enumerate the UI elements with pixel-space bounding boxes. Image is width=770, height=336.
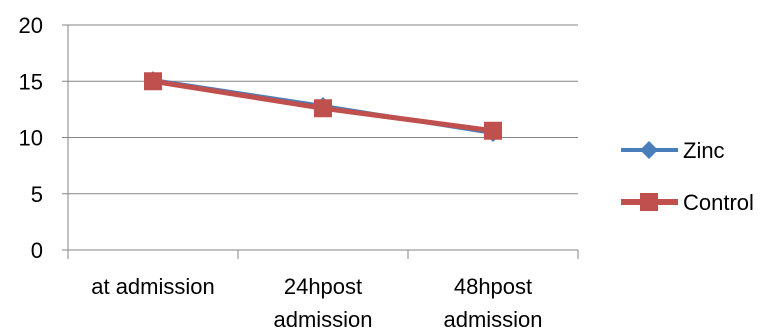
y-tick-label: 0 — [31, 238, 43, 263]
x-tick-label: 24hpost admission — [273, 274, 372, 332]
x-tick-label-line: 48hpost — [454, 274, 532, 299]
data-point-control — [314, 99, 332, 118]
legend-label: Zinc — [683, 138, 725, 163]
x-tick-label-line: at admission — [91, 274, 215, 299]
legend-item-control: Control — [621, 190, 754, 215]
x-tick-label: 48hpost admission — [443, 274, 542, 332]
series-group — [144, 71, 502, 142]
x-tick-label: at admission — [91, 274, 215, 299]
data-point-control — [484, 121, 502, 140]
x-tick-label-line: 24hpost — [284, 274, 362, 299]
legend: Zinc Control — [621, 138, 754, 215]
y-tick-label: 5 — [31, 182, 43, 207]
legend-marker-control — [640, 193, 658, 211]
y-tick-label: 15 — [19, 69, 43, 94]
legend-label: Control — [683, 190, 754, 215]
x-tick-label-line: admission — [273, 307, 372, 332]
y-tick-label: 10 — [19, 126, 43, 151]
x-tick-label-line: admission — [443, 307, 542, 332]
series-control — [144, 72, 502, 140]
legend-item-zinc: Zinc — [621, 138, 725, 163]
y-tick-label: 20 — [19, 13, 43, 38]
data-point-control — [144, 72, 162, 91]
legend-marker-zinc — [640, 141, 658, 159]
